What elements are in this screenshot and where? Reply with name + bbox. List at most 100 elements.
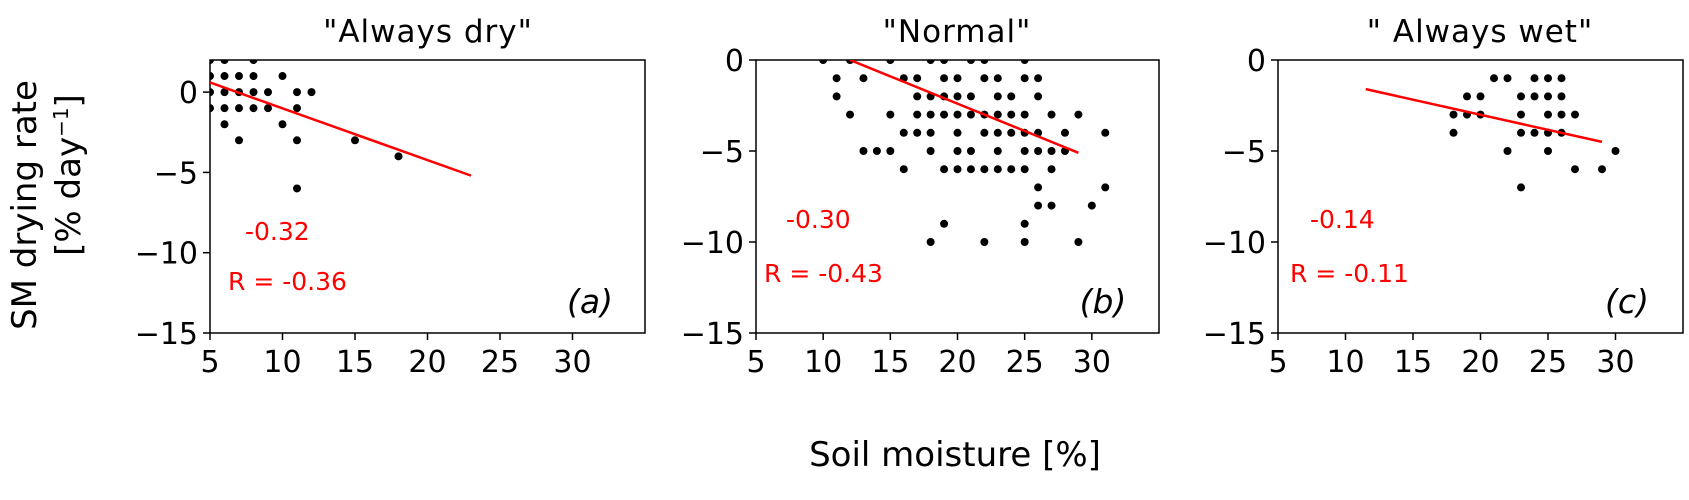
data-point xyxy=(913,92,922,101)
y-tick-label: −15 xyxy=(135,317,198,352)
data-point xyxy=(993,92,1002,101)
y-tick-label: −5 xyxy=(1222,135,1266,170)
data-point xyxy=(249,88,258,97)
data-point xyxy=(980,165,989,174)
x-tick-label: 10 xyxy=(263,345,301,380)
data-point xyxy=(1557,92,1566,101)
data-point xyxy=(1517,128,1525,137)
data-point xyxy=(220,60,229,64)
data-point xyxy=(940,165,949,174)
data-point xyxy=(886,147,895,155)
x-tick-label: 30 xyxy=(1596,345,1634,380)
regression-line xyxy=(849,60,1079,154)
data-point xyxy=(966,147,975,155)
data-point xyxy=(953,110,962,119)
data-point xyxy=(819,60,828,64)
data-point xyxy=(1463,92,1471,101)
data-point xyxy=(1020,219,1029,228)
data-point xyxy=(1530,74,1539,83)
x-tick-label: 30 xyxy=(553,345,591,380)
data-point xyxy=(1611,147,1620,155)
data-point xyxy=(899,128,908,137)
y-tick-label: 0 xyxy=(179,76,198,111)
data-point xyxy=(966,165,975,174)
data-point xyxy=(264,104,272,113)
data-point xyxy=(859,74,868,83)
data-point xyxy=(926,110,935,119)
correlation-annotation: R = -0.43 xyxy=(764,259,883,288)
data-point xyxy=(953,147,962,155)
data-point xyxy=(1020,60,1029,64)
data-point xyxy=(220,104,229,113)
y-tick-label: −10 xyxy=(135,237,198,272)
data-point xyxy=(1476,92,1485,101)
x-tick-label: 15 xyxy=(1394,345,1432,380)
data-point xyxy=(1047,147,1056,155)
data-point xyxy=(1020,74,1029,83)
data-point xyxy=(993,128,1002,137)
data-point xyxy=(953,128,962,137)
data-point xyxy=(293,136,301,145)
data-point xyxy=(1007,110,1016,119)
data-point xyxy=(1571,110,1579,119)
data-point xyxy=(1047,201,1056,210)
x-tick-label: 25 xyxy=(1006,345,1044,380)
data-point xyxy=(899,165,908,174)
data-point xyxy=(1101,128,1110,137)
data-point xyxy=(307,88,316,97)
data-point xyxy=(886,60,895,64)
slope-annotation: -0.30 xyxy=(786,205,851,234)
data-point xyxy=(993,147,1002,155)
data-point xyxy=(926,147,935,155)
data-point xyxy=(1007,165,1016,174)
data-point xyxy=(1047,165,1056,174)
data-point xyxy=(249,72,258,81)
data-point xyxy=(886,110,895,119)
y-axis-label-line2: [% day−1] xyxy=(49,94,89,256)
x-tick-label: 25 xyxy=(481,345,519,380)
x-axis-label: Soil moisture [%] xyxy=(809,435,1101,475)
data-point xyxy=(278,72,287,81)
data-point xyxy=(293,104,301,113)
data-point xyxy=(980,74,989,83)
data-point xyxy=(832,74,841,83)
panel-a: 5 10 15 20 25 30 0 −5 −10 −15 "Always dry" -0.32 R =… xyxy=(135,14,646,380)
data-point xyxy=(980,128,989,137)
data-point xyxy=(953,165,962,174)
data-point xyxy=(1449,128,1458,137)
data-point xyxy=(1503,147,1512,155)
x-tick-label: 5 xyxy=(746,345,765,380)
x-tick-label: 5 xyxy=(200,345,219,380)
data-point xyxy=(1007,128,1016,137)
data-point xyxy=(1530,128,1539,137)
data-point xyxy=(1047,110,1056,119)
x-tick-label: 15 xyxy=(871,345,909,380)
data-point xyxy=(980,60,989,64)
x-tick-label: 30 xyxy=(1073,345,1111,380)
data-point xyxy=(846,110,855,119)
data-point xyxy=(1020,110,1029,119)
data-point xyxy=(953,74,962,83)
data-point xyxy=(940,60,949,64)
data-point xyxy=(1007,92,1016,101)
y-tick-label: −10 xyxy=(1203,226,1266,261)
scatter-points xyxy=(819,60,1110,246)
y-tick-label: −15 xyxy=(681,317,744,352)
data-point xyxy=(249,60,258,64)
regression-line xyxy=(210,81,472,177)
y-tick-label: 0 xyxy=(1247,44,1266,79)
data-point xyxy=(1544,74,1552,83)
data-point xyxy=(394,152,403,161)
data-point xyxy=(1020,238,1029,246)
data-point xyxy=(872,147,881,155)
data-point xyxy=(1490,74,1498,83)
data-point xyxy=(913,110,922,119)
x-tick-label: 20 xyxy=(938,345,976,380)
data-point xyxy=(926,128,935,137)
data-point xyxy=(235,104,243,113)
data-point xyxy=(1530,92,1539,101)
y-tick-label: 0 xyxy=(725,44,744,79)
panel-label: (a) xyxy=(567,282,613,321)
data-point xyxy=(940,74,949,83)
regression-line xyxy=(1365,87,1603,144)
